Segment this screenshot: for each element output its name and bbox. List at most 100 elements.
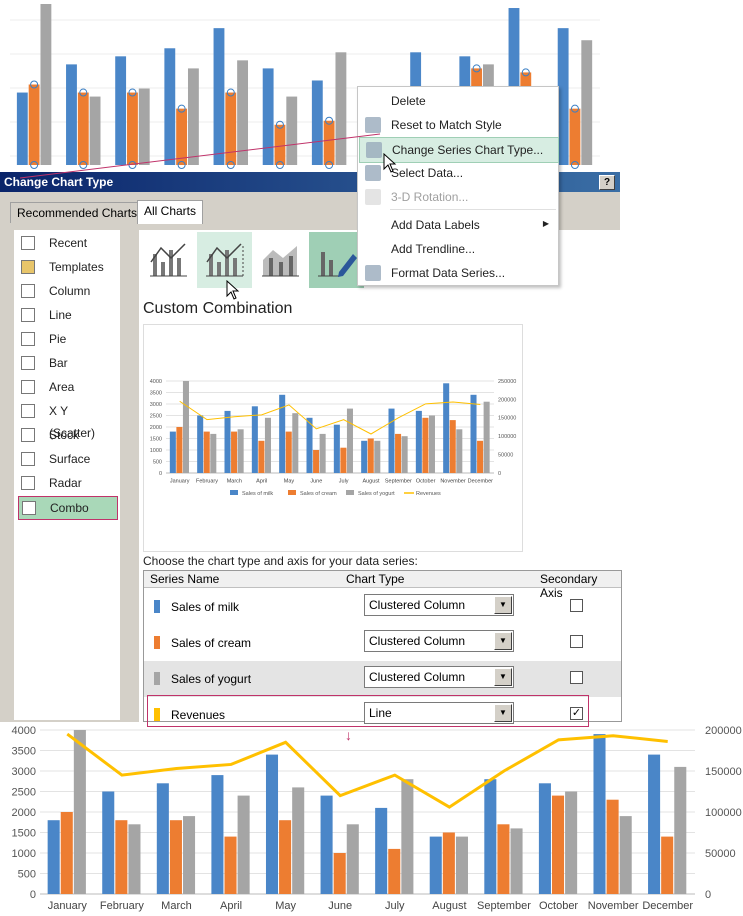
tab-recommended-charts[interactable]: Recommended Charts <box>10 202 145 223</box>
dropdown-arrow-icon[interactable]: ▼ <box>494 632 512 650</box>
bar-sales-of-yogurt <box>581 40 593 165</box>
bar-sales-of-milk <box>197 415 204 473</box>
nav-item-label: X Y (Scatter) <box>49 404 96 440</box>
nav-item-surface[interactable]: Surface <box>18 448 116 470</box>
bar-sales-of-yogurt <box>401 436 408 473</box>
menu-item-label: Add Trendline... <box>391 242 476 256</box>
dropdown-arrow-icon[interactable]: ▼ <box>494 596 512 614</box>
secondary-axis-checkbox[interactable]: ✓ <box>570 707 583 720</box>
bar-sales-of-milk <box>648 754 661 894</box>
revenues-row-highlight <box>147 695 589 727</box>
series-color-swatch <box>154 600 160 613</box>
mouse-cursor-icon <box>383 153 397 173</box>
nav-item-pie[interactable]: Pie <box>18 328 116 350</box>
selection-handle[interactable] <box>79 161 88 169</box>
bar-sales-of-milk <box>279 394 286 473</box>
nav-item-area[interactable]: Area <box>18 376 116 398</box>
y2-tick-label: 0 <box>498 471 501 477</box>
menu-item-reset-to-match-style[interactable]: Reset to Match Style <box>359 113 557 137</box>
combo-subtype-3-button[interactable] <box>253 232 308 288</box>
selection-handle[interactable] <box>30 161 39 169</box>
bar-sales-of-milk <box>388 408 395 473</box>
x-tick-label: December <box>642 900 693 912</box>
bar-sales-of-yogurt <box>428 415 435 473</box>
selection-handle[interactable] <box>226 161 235 169</box>
menu-item-format-data-series[interactable]: Format Data Series... <box>359 261 557 285</box>
rotation-3d-icon <box>365 189 381 205</box>
nav-item-templates[interactable]: Templates <box>18 256 116 278</box>
series-name: Sales of milk <box>171 600 240 614</box>
series-name: Sales of cream <box>171 636 252 650</box>
bar-sales-of-milk <box>47 820 60 894</box>
menu-item-delete[interactable]: Delete <box>359 89 557 113</box>
chart-type-select[interactable]: Line ▼ <box>364 702 514 724</box>
help-button[interactable]: ? <box>599 175 615 190</box>
chart-type-select[interactable]: Clustered Column ▼ <box>364 666 514 688</box>
combo-column-line-secondary-icon <box>206 243 244 277</box>
selection-handle[interactable] <box>177 161 186 169</box>
x-tick-label: July <box>339 479 349 485</box>
combo-subtype-1-button[interactable] <box>141 232 196 288</box>
selection-handle[interactable] <box>275 120 284 129</box>
pie-chart-icon <box>21 332 35 346</box>
bar-sales-of-yogurt <box>292 413 299 473</box>
chart-type-value: Clustered Column <box>369 670 466 684</box>
selection-handle[interactable] <box>521 68 530 77</box>
bar-sales-of-cream <box>569 108 581 165</box>
selection-handle[interactable] <box>275 161 284 169</box>
menu-item-add-data-labels[interactable]: Add Data Labels ▶ <box>359 213 557 237</box>
secondary-axis-checkbox[interactable] <box>570 599 583 612</box>
secondary-axis-checkbox[interactable] <box>570 635 583 648</box>
combo-subtype-2-button[interactable] <box>197 232 252 288</box>
chart-type-select[interactable]: Clustered Column ▼ <box>364 630 514 652</box>
nav-item-radar[interactable]: Radar <box>18 472 116 494</box>
selection-handle[interactable] <box>128 88 137 97</box>
nav-item-bar[interactable]: Bar <box>18 352 116 374</box>
nav-item-recent[interactable]: Recent <box>18 232 116 254</box>
selection-handle[interactable] <box>177 104 186 113</box>
menu-item-label: Select Data... <box>391 166 464 180</box>
custom-combination-button[interactable] <box>309 232 364 288</box>
tab-all-charts[interactable]: All Charts <box>137 200 204 224</box>
bar-sales-of-cream <box>203 431 210 473</box>
bar-sales-of-milk <box>66 64 77 165</box>
combo-area-column-icon <box>262 246 299 277</box>
menu-item-add-trendline[interactable]: Add Trendline... <box>359 237 557 261</box>
bar-sales-of-cream <box>231 431 238 473</box>
change-chart-type-dialog: Change Chart Type ? Recommended Charts A… <box>0 172 622 724</box>
nav-item-line[interactable]: Line <box>18 304 116 326</box>
dropdown-arrow-icon[interactable]: ▼ <box>494 704 512 722</box>
selection-handle[interactable] <box>570 161 579 169</box>
x-tick-label: November <box>588 900 639 912</box>
bar-sales-of-yogurt <box>237 795 250 894</box>
selection-handle[interactable] <box>472 64 481 73</box>
series-table-header: Series Name Chart Type Secondary Axis <box>144 571 621 600</box>
selection-handle[interactable] <box>570 104 579 113</box>
nav-item-stock[interactable]: Stock <box>18 424 116 446</box>
series-row-milk: Sales of milk Clustered Column ▼ <box>144 589 621 625</box>
chart-type-select[interactable]: Clustered Column ▼ <box>364 594 514 616</box>
selection-handle[interactable] <box>325 116 334 125</box>
selection-handle[interactable] <box>79 88 88 97</box>
y-tick-label: 2000 <box>150 425 162 431</box>
submenu-arrow-icon: ▶ <box>542 219 549 228</box>
secondary-axis-checkbox[interactable] <box>570 671 583 684</box>
x-tick-label: May <box>275 900 296 912</box>
selection-handle[interactable] <box>325 161 334 169</box>
chart-type-value: Clustered Column <box>369 634 466 648</box>
dialog-title: Change Chart Type <box>4 175 114 189</box>
bar-sales-of-milk <box>306 417 313 473</box>
menu-item-select-data[interactable]: Select Data... <box>359 161 557 185</box>
selection-handle[interactable] <box>30 80 39 89</box>
selection-handle[interactable] <box>226 88 235 97</box>
dropdown-arrow-icon[interactable]: ▼ <box>494 668 512 686</box>
y-tick-label: 3500 <box>150 390 162 396</box>
bar-sales-of-cream <box>333 853 346 894</box>
nav-item-column[interactable]: Column <box>18 280 116 302</box>
bar-sales-of-yogurt <box>182 381 189 473</box>
connector-line <box>19 133 381 179</box>
nav-item-x-y-scatter[interactable]: X Y (Scatter) <box>18 400 116 440</box>
nav-item-combo[interactable]: Combo <box>18 496 118 520</box>
y2-tick-label: 200000 <box>705 725 742 737</box>
menu-item-change-series-chart-type[interactable]: Change Series Chart Type... <box>359 137 559 163</box>
